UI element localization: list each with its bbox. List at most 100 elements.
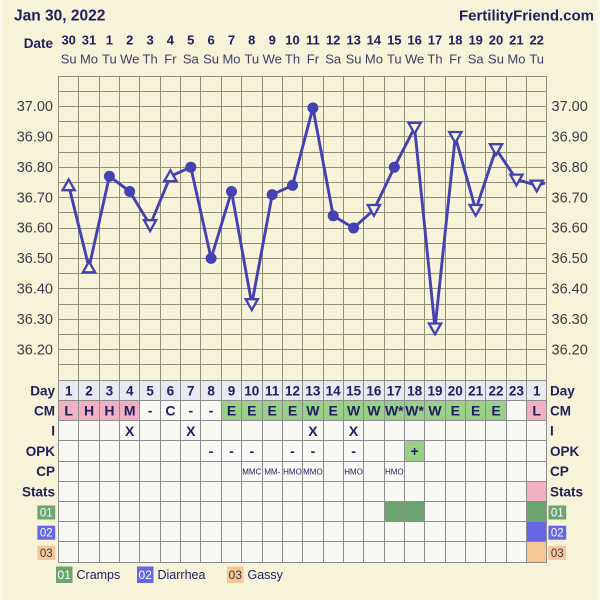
svg-text:Mo: Mo (507, 52, 525, 67)
svg-text:3: 3 (106, 384, 114, 399)
svg-text:8: 8 (207, 384, 215, 399)
svg-text:31: 31 (82, 33, 96, 48)
svg-text:HMO: HMO (385, 468, 404, 477)
svg-text:30: 30 (61, 33, 75, 48)
svg-text:Tu: Tu (102, 52, 117, 67)
svg-text:4: 4 (167, 33, 175, 48)
svg-text:36.50: 36.50 (552, 251, 588, 267)
svg-text:36.40: 36.40 (552, 282, 588, 298)
svg-text:17: 17 (387, 384, 402, 399)
svg-text:36.90: 36.90 (552, 130, 588, 146)
svg-text:E: E (227, 403, 236, 419)
svg-text:Diarrhea: Diarrhea (158, 568, 206, 582)
svg-text:8: 8 (248, 33, 255, 48)
svg-text:We: We (405, 52, 424, 67)
svg-text:Stats: Stats (22, 484, 55, 499)
svg-text:20: 20 (489, 33, 503, 48)
svg-text:+: + (411, 443, 419, 459)
svg-text:03: 03 (40, 548, 53, 560)
svg-text:Stats: Stats (550, 484, 583, 499)
svg-text:W*: W* (385, 403, 404, 419)
svg-text:CM: CM (550, 404, 571, 419)
svg-text:21: 21 (509, 33, 523, 48)
svg-text:FertilityFriend.com: FertilityFriend.com (459, 8, 594, 25)
svg-text:X: X (186, 423, 196, 439)
svg-text:We: We (120, 52, 139, 67)
svg-text:Mo: Mo (222, 52, 240, 67)
svg-text:E: E (268, 403, 277, 419)
svg-text:Day: Day (550, 383, 575, 398)
svg-text:W: W (306, 403, 320, 419)
svg-text:20: 20 (448, 384, 463, 399)
svg-text:4: 4 (126, 384, 134, 399)
svg-text:E: E (471, 403, 480, 419)
svg-text:5: 5 (187, 33, 194, 48)
svg-text:6: 6 (167, 384, 175, 399)
svg-text:17: 17 (428, 33, 442, 48)
svg-text:6: 6 (207, 33, 214, 48)
svg-text:13: 13 (346, 33, 360, 48)
svg-text:L: L (64, 403, 73, 419)
svg-text:C: C (165, 403, 175, 419)
svg-text:E: E (329, 403, 338, 419)
svg-text:Su: Su (61, 52, 77, 67)
svg-text:Gassy: Gassy (248, 568, 284, 582)
svg-text:Th: Th (143, 52, 158, 67)
svg-text:I: I (51, 424, 55, 439)
svg-text:11: 11 (265, 384, 280, 399)
svg-text:15: 15 (387, 33, 401, 48)
svg-text:Fr: Fr (449, 52, 462, 67)
svg-text:36.90: 36.90 (17, 130, 53, 146)
svg-text:H: H (84, 403, 94, 419)
svg-text:X: X (308, 423, 318, 439)
svg-text:Sa: Sa (183, 52, 200, 67)
svg-text:37.00: 37.00 (17, 99, 53, 115)
svg-text:1: 1 (533, 384, 541, 399)
svg-text:36.20: 36.20 (552, 342, 588, 358)
svg-text:H: H (104, 403, 114, 419)
svg-text:Mo: Mo (80, 52, 98, 67)
svg-text:14: 14 (326, 384, 342, 399)
svg-text:21: 21 (468, 384, 484, 399)
svg-text:36.80: 36.80 (552, 160, 588, 176)
svg-text:CP: CP (36, 464, 55, 479)
svg-text:We: We (263, 52, 282, 67)
svg-text:-: - (209, 403, 214, 419)
svg-text:W: W (428, 403, 442, 419)
svg-text:7: 7 (187, 384, 195, 399)
svg-text:OPK: OPK (26, 444, 56, 459)
svg-text:W: W (347, 403, 361, 419)
svg-text:MMC: MMC (242, 468, 261, 477)
svg-text:Fr: Fr (307, 52, 320, 67)
svg-text:02: 02 (139, 568, 153, 582)
svg-text:-: - (229, 443, 234, 459)
svg-text:11: 11 (306, 33, 320, 48)
svg-text:37.00: 37.00 (552, 99, 588, 115)
svg-text:22: 22 (488, 384, 503, 399)
svg-text:-: - (209, 443, 214, 459)
svg-text:-: - (290, 443, 295, 459)
svg-text:36.80: 36.80 (17, 160, 53, 176)
svg-text:15: 15 (346, 384, 362, 399)
svg-text:-: - (148, 403, 153, 419)
svg-text:E: E (451, 403, 460, 419)
svg-text:9: 9 (228, 384, 236, 399)
svg-text:M: M (124, 403, 136, 419)
svg-text:10: 10 (244, 384, 259, 399)
svg-text:Su: Su (346, 52, 362, 67)
svg-text:Th: Th (427, 52, 442, 67)
svg-text:36.60: 36.60 (552, 221, 588, 237)
svg-text:Su: Su (488, 52, 504, 67)
svg-text:22: 22 (529, 33, 543, 48)
svg-text:E: E (247, 403, 256, 419)
svg-text:5: 5 (146, 384, 154, 399)
svg-text:Mo: Mo (365, 52, 383, 67)
svg-text:2: 2 (126, 33, 133, 48)
svg-text:Fr: Fr (164, 52, 177, 67)
svg-text:16: 16 (366, 384, 382, 399)
svg-text:Tu: Tu (244, 52, 259, 67)
svg-text:12: 12 (326, 33, 340, 48)
svg-text:Tu: Tu (529, 52, 544, 67)
svg-text:19: 19 (468, 33, 482, 48)
svg-text:01: 01 (58, 568, 72, 582)
